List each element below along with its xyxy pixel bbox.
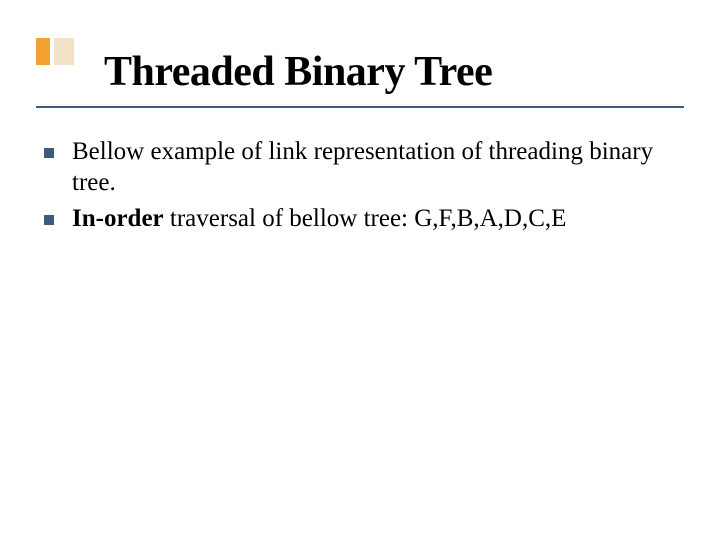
bullet-text: Bellow example of link representation of… [72, 136, 684, 199]
content-area: Bellow example of link representation of… [44, 136, 684, 238]
accent-bar [36, 38, 50, 65]
list-item: In-order traversal of bellow tree: G,F,B… [44, 203, 684, 234]
bullet-icon [44, 148, 54, 158]
text-span: traversal of bellow tree: G,F,B,A,D,C,E [164, 205, 567, 232]
bullet-icon [44, 215, 54, 225]
bullet-text: In-order traversal of bellow tree: G,F,B… [72, 203, 566, 234]
bold-span: In-order [72, 205, 164, 232]
accent-square [54, 38, 74, 65]
page-title: Threaded Binary Tree [104, 48, 492, 96]
list-item: Bellow example of link representation of… [44, 136, 684, 199]
title-divider [36, 106, 684, 108]
